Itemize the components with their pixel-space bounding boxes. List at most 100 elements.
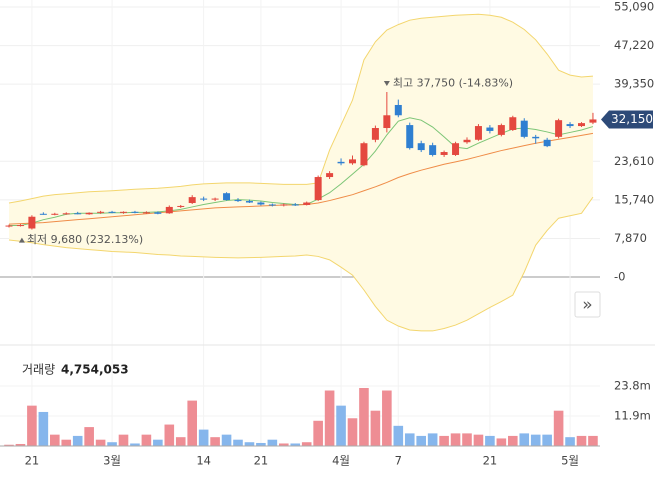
last-price-tag xyxy=(601,110,653,129)
candle-body xyxy=(474,126,482,140)
volume-bar xyxy=(553,410,564,446)
volume-bar xyxy=(187,400,197,446)
volume-bar xyxy=(404,433,415,446)
volume-bar xyxy=(473,434,484,446)
volume-bar xyxy=(416,435,426,446)
volume-bar xyxy=(175,437,186,446)
volume-bar xyxy=(233,439,243,446)
volume-bar xyxy=(164,424,175,446)
x-tick-label: 21 xyxy=(483,454,498,468)
volume-bar xyxy=(542,434,552,446)
nav-button[interactable]: » xyxy=(574,291,601,318)
candle-body xyxy=(394,104,402,116)
x-tick-label: 14 xyxy=(196,454,211,468)
nav-button-box[interactable] xyxy=(574,291,601,318)
candle-body xyxy=(291,204,299,206)
candle-body xyxy=(211,198,219,200)
nav-button-label[interactable]: » xyxy=(582,295,592,315)
candle-body xyxy=(5,225,13,227)
candle-body xyxy=(383,115,391,129)
candle-body xyxy=(62,213,70,215)
volume-bar xyxy=(95,439,106,446)
candle-body xyxy=(120,211,127,213)
band-lower xyxy=(8,196,594,332)
candle-body xyxy=(28,216,36,229)
moving-averages xyxy=(8,117,594,227)
candle-body xyxy=(589,119,597,123)
candle-body xyxy=(566,124,574,127)
x-tick-label: 21 xyxy=(25,454,40,468)
volume-bar xyxy=(267,439,278,446)
y-tick-label: 39,350 xyxy=(614,77,654,91)
volume-bar xyxy=(450,433,461,446)
candle-body xyxy=(200,198,208,200)
volume-bar xyxy=(508,435,518,446)
candle-body xyxy=(142,212,150,214)
volume-bar xyxy=(462,433,472,446)
candle-body xyxy=(39,213,47,215)
band-fill xyxy=(9,14,593,331)
volume-bar xyxy=(336,405,346,446)
volume-bar xyxy=(576,435,587,446)
volume-panel xyxy=(0,387,600,447)
x-tick-label: 7 xyxy=(395,454,402,468)
volume-tick-label: 23.8m xyxy=(614,378,651,392)
volume-bar xyxy=(141,434,152,446)
candle-body xyxy=(85,212,93,215)
x-tick-label: 21 xyxy=(254,454,269,468)
y-tick-label: 7,870 xyxy=(614,231,647,245)
bollinger-band xyxy=(8,13,594,332)
volume-bar xyxy=(359,387,369,446)
y-tick-label: 47,220 xyxy=(614,38,654,52)
volume-bar xyxy=(130,443,140,446)
volume-bar xyxy=(244,442,255,446)
volume-bar xyxy=(347,418,358,446)
candle-body xyxy=(520,120,528,137)
candle-body xyxy=(154,212,162,214)
volume-tick-label: 11.9m xyxy=(614,408,651,422)
candle-body xyxy=(131,211,139,213)
band-upper xyxy=(8,13,593,204)
volume-bar xyxy=(301,442,312,446)
y-tick-label: 55,090 xyxy=(614,0,654,14)
candle-body xyxy=(188,197,196,204)
candle-body xyxy=(349,159,356,164)
candle-body xyxy=(543,139,551,147)
volume-bar xyxy=(324,390,335,446)
volume-bar xyxy=(393,425,404,446)
volume-bar xyxy=(210,437,220,446)
candle-body xyxy=(440,152,448,155)
high-note: 최고 37,750 (-14.83%) xyxy=(393,76,513,89)
candle-body xyxy=(371,128,379,140)
volume-bar xyxy=(72,435,83,446)
volume-bar xyxy=(15,443,26,446)
volume-bar xyxy=(313,420,323,446)
x-tick-label: 3월 xyxy=(103,454,121,468)
candle-body xyxy=(406,125,414,149)
high-marker xyxy=(383,80,390,86)
volume-bar xyxy=(84,427,94,446)
volume-bar xyxy=(370,410,381,446)
candle-body xyxy=(463,139,471,143)
candle-body xyxy=(165,206,173,214)
volume-bar xyxy=(496,438,507,446)
moving-average xyxy=(8,132,594,225)
volume-title: 거래량 xyxy=(22,363,55,377)
y-tick-label: 15,740 xyxy=(614,192,654,206)
candle-body xyxy=(268,204,276,206)
volume-bar xyxy=(565,437,575,446)
volume-bar xyxy=(485,435,495,446)
candle-body xyxy=(452,143,460,155)
volume-bar xyxy=(439,435,449,446)
candle-body xyxy=(555,120,563,137)
candles xyxy=(5,91,597,230)
candle-body xyxy=(108,211,116,213)
candle-body xyxy=(51,213,59,215)
candle-body xyxy=(417,143,425,151)
volume-bar xyxy=(382,390,392,446)
volume-total: 4,754,053 xyxy=(61,363,129,377)
last-price-label: 32,150 xyxy=(611,112,653,126)
candle-body xyxy=(497,125,505,135)
candle-body xyxy=(486,127,494,131)
